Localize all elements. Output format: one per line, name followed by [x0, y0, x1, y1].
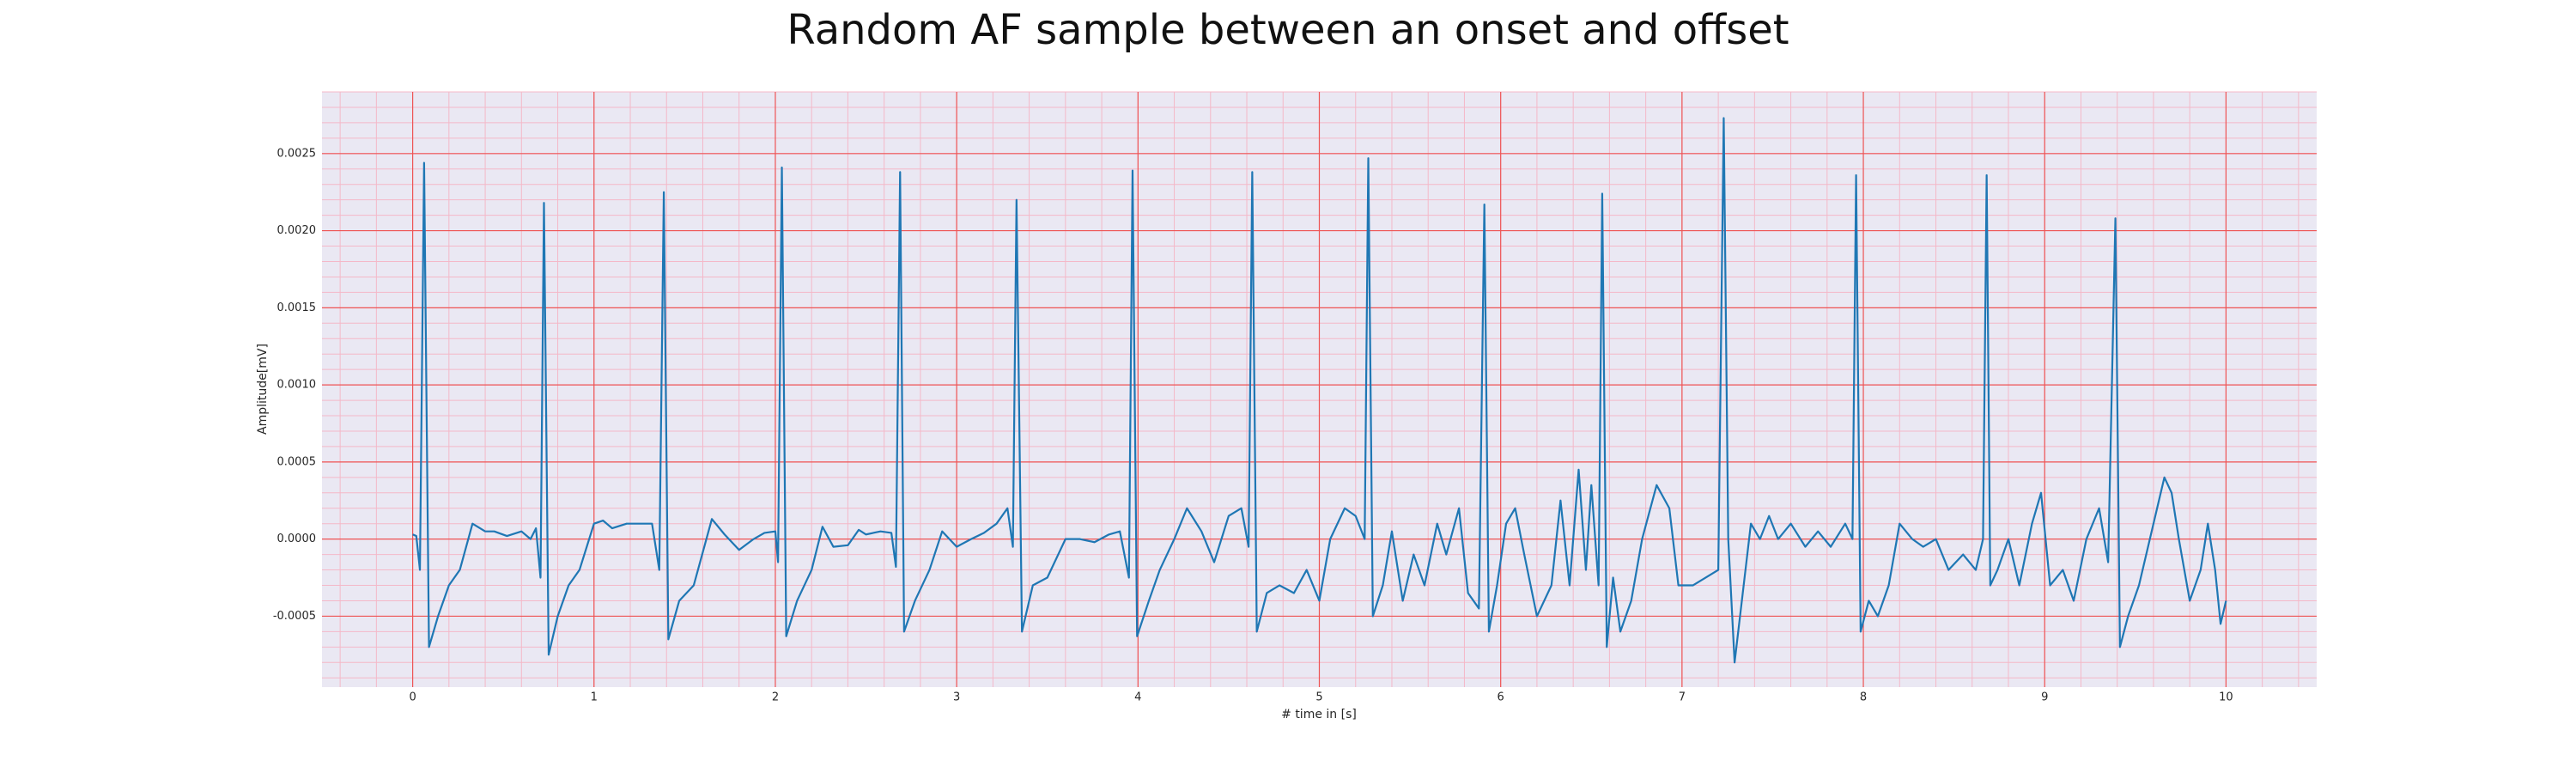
y-tick-label: 0.0000: [277, 533, 317, 545]
x-tick-label: 1: [591, 691, 598, 704]
y-tick-label: 0.0025: [277, 147, 317, 160]
x-tick-label: 5: [1315, 691, 1322, 704]
y-tick-label: 0.0005: [277, 455, 317, 468]
x-tick-label: 2: [772, 691, 779, 704]
x-axis-label: # time in [s]: [1281, 708, 1357, 721]
chart-title: Random AF sample between an onset and of…: [787, 6, 1789, 54]
x-tick-label: 0: [409, 691, 416, 704]
x-tick-label: 4: [1134, 691, 1141, 704]
x-tick-label: 9: [2041, 691, 2048, 704]
y-tick-label: 0.0020: [277, 224, 317, 237]
x-tick-label: 7: [1679, 691, 1686, 704]
line-series: [412, 117, 2227, 664]
y-tick-label: 0.0010: [277, 379, 317, 392]
y-tick-label: -0.0005: [273, 610, 316, 623]
x-tick-label: 3: [953, 691, 960, 704]
y-axis-label: Amplitude[mV]: [256, 344, 270, 435]
x-tick-label: 6: [1498, 691, 1504, 704]
y-tick-label: 0.0015: [277, 301, 317, 314]
x-tick-label: 10: [2219, 691, 2233, 704]
x-tick-label: 8: [1860, 691, 1867, 704]
labels: 0 1 2 3 4 5 6 7 8 9 10 -0.0005 0.0000 0.0005 0.0010 0.0…: [273, 147, 2233, 703]
marks: [412, 117, 2227, 664]
